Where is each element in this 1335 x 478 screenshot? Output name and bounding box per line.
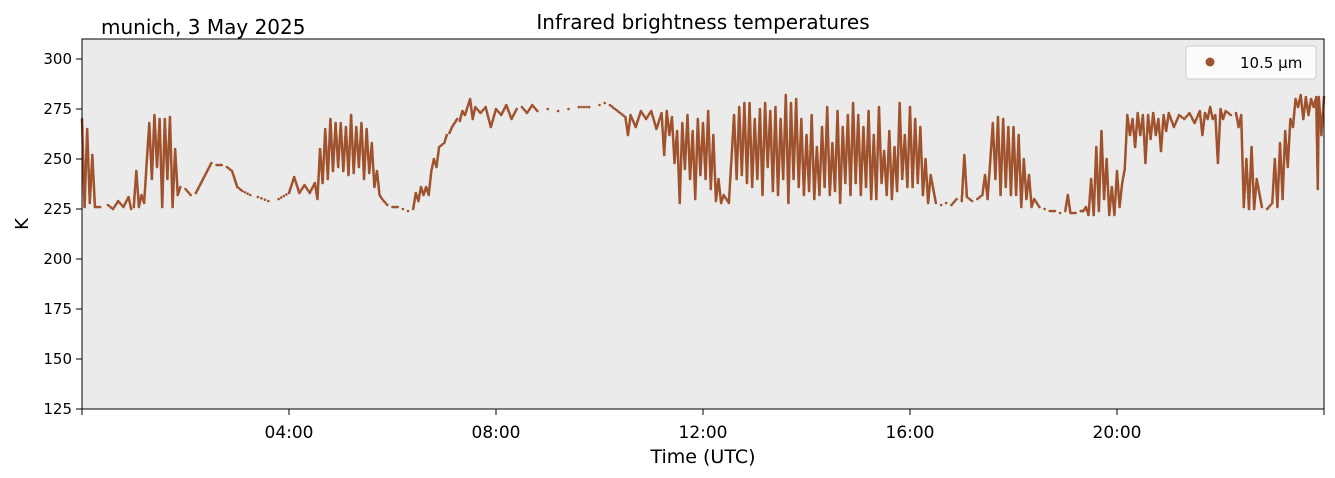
scatter-point <box>282 194 286 198</box>
scatter-points <box>80 93 1326 217</box>
scatter-point <box>556 109 560 113</box>
scatter-point <box>515 107 518 111</box>
scatter-point <box>260 197 263 200</box>
scatter-point <box>455 117 459 121</box>
scatter-point <box>406 209 410 213</box>
scatter-point <box>567 107 570 111</box>
scatter-point <box>546 107 550 111</box>
scatter-point <box>241 189 244 193</box>
scatter-point <box>582 105 586 109</box>
scatter-point <box>277 197 280 201</box>
scatter-point <box>248 193 252 197</box>
scatter-point <box>189 193 192 197</box>
scatter-point <box>129 207 133 211</box>
scatter-point <box>98 205 102 209</box>
scatter-point <box>587 105 591 109</box>
scatter-point <box>256 195 260 199</box>
scatter-point <box>401 207 405 211</box>
scatter-point <box>577 105 581 109</box>
plot-area <box>82 39 1324 409</box>
scatter-point <box>445 133 449 137</box>
scatter-point <box>210 161 213 165</box>
scatter-point <box>179 185 182 189</box>
scatter-point <box>598 103 601 107</box>
scatter-point <box>585 105 588 109</box>
scatter-point <box>536 109 539 113</box>
chart-title: Infrared brightness temperatures <box>536 10 869 34</box>
chart-subtitle: munich, 3 May 2025 <box>101 15 305 39</box>
scatter-point <box>246 192 249 195</box>
scatter-point <box>603 101 606 105</box>
scatter-point <box>285 193 288 196</box>
scatter-point <box>386 203 389 207</box>
scatter-point <box>279 196 283 199</box>
scatter-point <box>220 163 223 167</box>
scatter-point <box>243 191 247 194</box>
scatter-point <box>396 205 400 209</box>
scatter-point <box>263 198 267 201</box>
scatter-point <box>267 199 270 203</box>
scatter-point <box>580 105 583 109</box>
